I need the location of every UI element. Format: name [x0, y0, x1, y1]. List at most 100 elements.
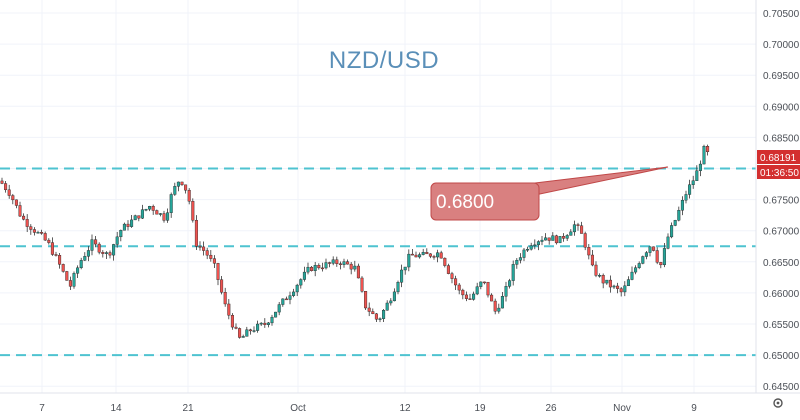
candle-body [511, 264, 515, 281]
candle-body [673, 220, 677, 226]
candle-body [281, 298, 285, 305]
candle-body [97, 243, 101, 253]
candle-body [94, 239, 98, 245]
candle-body [385, 302, 389, 311]
candle-body [688, 184, 692, 195]
candle-body [569, 231, 573, 236]
candle-body [360, 277, 364, 292]
candle-body [468, 298, 472, 300]
candle-body [612, 285, 616, 288]
candles [0, 144, 710, 339]
current-price-label: 0.68191 [760, 153, 797, 164]
candle-body [0, 180, 4, 184]
candle-body [104, 252, 108, 254]
candle-body [547, 237, 551, 241]
candle-body [47, 239, 51, 243]
candle-body [414, 254, 418, 258]
candle-body [133, 215, 137, 221]
candle-body [270, 316, 274, 324]
candle-body [115, 236, 119, 245]
candle-body [248, 329, 252, 332]
price-tick-label: 0.66000 [763, 289, 800, 300]
candle-body [634, 267, 638, 273]
candle-body [324, 262, 328, 269]
candle-body [630, 271, 634, 280]
price-tick-label: 0.65500 [763, 320, 800, 331]
candle-body [562, 236, 566, 239]
candle-body [648, 246, 652, 253]
candle-body [367, 307, 371, 312]
candle-body [227, 303, 231, 316]
candle-body [212, 258, 216, 264]
candle-body [328, 262, 332, 264]
candle-body [140, 209, 144, 219]
candle-body [58, 255, 62, 265]
candle-body [40, 232, 44, 234]
candle-body [79, 260, 83, 269]
date-tick-label: 14 [110, 403, 122, 414]
candle-body [454, 278, 458, 286]
candle-body [702, 146, 706, 165]
candle-body [137, 215, 141, 219]
price-axis[interactable]: 0.705000.700000.695000.690000.685000.680… [755, 0, 800, 393]
candle-body [457, 284, 461, 291]
callout-pointer [534, 166, 669, 196]
candle-body [644, 252, 648, 257]
candle-body [590, 254, 594, 266]
gear-icon[interactable] [773, 398, 783, 408]
candle-body [144, 208, 148, 211]
candle-body [389, 300, 393, 304]
candle-body [558, 236, 562, 244]
candle-body [263, 322, 267, 325]
candle-body [691, 180, 695, 185]
candle-body [198, 246, 202, 248]
candle-body [266, 322, 270, 325]
candle-body [302, 271, 306, 280]
candle-body [410, 253, 414, 256]
candle-body [382, 310, 386, 319]
candle-body [464, 294, 468, 299]
candle-body [7, 189, 11, 196]
candle-body [122, 223, 126, 231]
time-axis[interactable]: 7 14 21 Oct 12 19 26 Nov 9 [0, 392, 800, 414]
candle-body [403, 266, 407, 271]
candle-body [43, 233, 47, 241]
price-tick-label: 0.69500 [763, 71, 800, 82]
date-tick-label: 21 [182, 403, 194, 414]
candle-body [252, 330, 256, 332]
candle-body [180, 181, 184, 186]
candle-body [374, 313, 378, 320]
candle-body [443, 257, 447, 266]
candle-body [349, 263, 353, 270]
candle-body [565, 235, 569, 239]
candle-body [580, 225, 584, 234]
candle-body [310, 266, 314, 271]
candle-body [583, 233, 587, 248]
candle-body [65, 271, 69, 281]
candle-body [446, 265, 450, 274]
candle-body [32, 229, 36, 233]
candle-body [4, 183, 8, 191]
candle-body [14, 199, 18, 206]
candle-body [598, 275, 602, 277]
candle-body [432, 256, 436, 258]
symbol-title: NZD/USD [329, 47, 439, 74]
candle-body [666, 236, 670, 249]
candle-body [284, 298, 288, 301]
candle-body [472, 293, 476, 300]
candle-body [544, 237, 548, 241]
date-tick-label: Nov [613, 403, 631, 414]
candle-body [83, 256, 87, 261]
candle-body [655, 250, 659, 263]
candle-body [479, 281, 483, 287]
candle-body [230, 315, 234, 328]
candle-body [331, 259, 335, 264]
candle-body [392, 291, 396, 302]
candle-body [176, 181, 180, 187]
callout-label: 0.6800 [436, 192, 494, 213]
candle-body [184, 184, 188, 191]
candle-body [551, 235, 555, 241]
candle-body [90, 239, 94, 251]
candle-body [490, 294, 494, 302]
